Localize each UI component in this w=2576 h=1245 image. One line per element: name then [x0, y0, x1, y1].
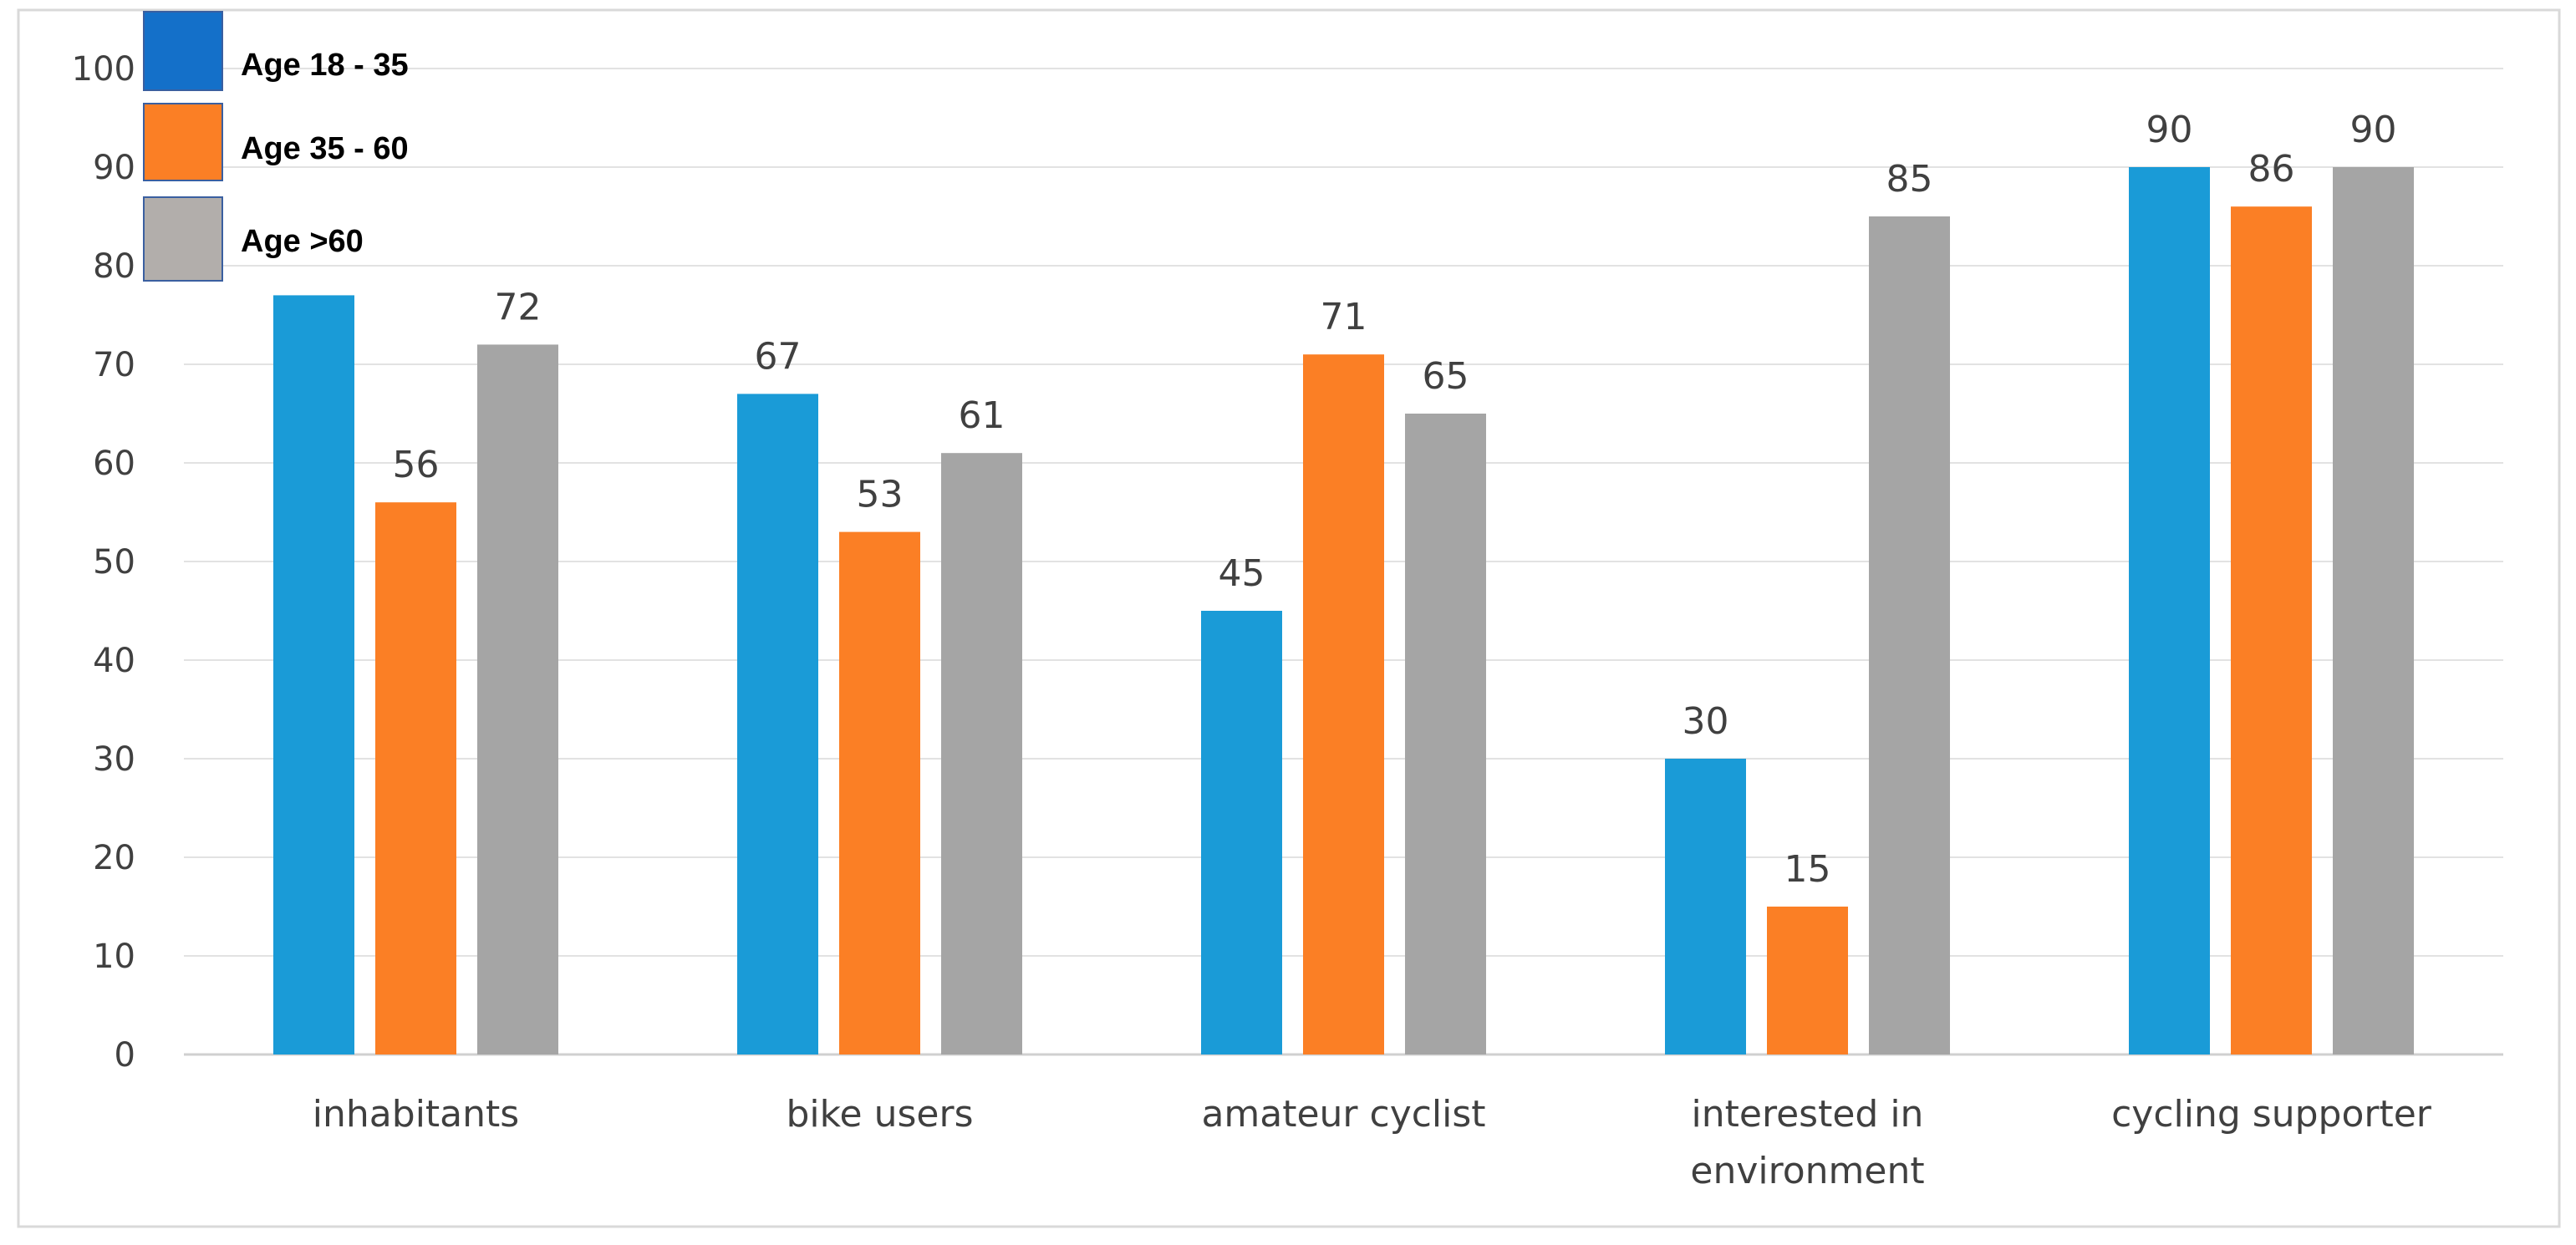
- bar: [1303, 354, 1384, 1054]
- y-tick-label: 0: [115, 1036, 135, 1075]
- legend-swatch: [143, 196, 223, 282]
- bar: [375, 502, 456, 1054]
- data-label: 65: [1423, 355, 1469, 398]
- y-tick-label: 100: [72, 50, 135, 89]
- data-labels: 56 72 67 53 61 45 71 65 30 15 85 90 86 90: [393, 109, 2397, 891]
- legend-label: Age 35 - 60: [241, 131, 409, 166]
- data-label: 61: [959, 394, 1005, 437]
- data-label: 71: [1321, 296, 1367, 338]
- data-label: 15: [1784, 848, 1831, 891]
- y-tick-label: 10: [93, 938, 135, 976]
- bar: [2333, 167, 2414, 1054]
- legend: Age 18 - 35 Age 35 - 60 Age >60: [143, 11, 409, 282]
- bar: [737, 394, 818, 1054]
- legend-label: Age 18 - 35: [241, 48, 409, 83]
- bar: [273, 295, 354, 1054]
- x-category-label: amateur cyclist: [1201, 1093, 1485, 1136]
- bar: [1869, 216, 1950, 1054]
- y-tick-label: 90: [93, 149, 135, 187]
- data-label: 72: [495, 286, 542, 328]
- legend-swatch: [143, 103, 223, 181]
- y-tick-label: 60: [93, 445, 135, 483]
- data-label: 85: [1886, 158, 1933, 201]
- legend-label: Age >60: [241, 224, 364, 259]
- y-axis-ticks: 0 10 20 30 40 50 60 70 80 90 100: [72, 50, 135, 1075]
- bar: [477, 344, 558, 1054]
- bar: [941, 453, 1022, 1054]
- x-category-label: inhabitants: [313, 1093, 519, 1136]
- data-label: 53: [857, 474, 904, 516]
- y-tick-label: 80: [93, 247, 135, 286]
- data-label: 56: [393, 444, 440, 486]
- bar: [839, 531, 920, 1054]
- data-label: 67: [755, 335, 802, 378]
- y-tick-label: 50: [93, 543, 135, 582]
- bars: [273, 167, 2414, 1054]
- bar: [1405, 414, 1486, 1054]
- data-label: 86: [2248, 148, 2295, 191]
- gridlines: [184, 68, 2503, 1056]
- bar: [1201, 611, 1282, 1054]
- bar: [2231, 206, 2312, 1054]
- legend-swatch: [143, 11, 223, 91]
- x-category-label: bike users: [786, 1093, 973, 1136]
- data-label: 30: [1683, 700, 1729, 743]
- data-label: 90: [2350, 109, 2397, 151]
- bar: [1767, 907, 1848, 1054]
- y-tick-label: 30: [93, 740, 135, 779]
- x-category-label: interested in environment: [1690, 1093, 1924, 1192]
- data-label: 45: [1219, 552, 1265, 595]
- x-axis-categories: inhabitants bike users amateur cyclist inte…: [313, 1093, 2432, 1192]
- y-tick-label: 20: [93, 839, 135, 877]
- x-category-label: cycling supporter: [2111, 1093, 2432, 1136]
- bar: [2129, 167, 2210, 1054]
- bar: [1665, 759, 1746, 1054]
- data-label: 90: [2146, 109, 2193, 151]
- y-tick-label: 70: [93, 346, 135, 384]
- y-tick-label: 40: [93, 642, 135, 680]
